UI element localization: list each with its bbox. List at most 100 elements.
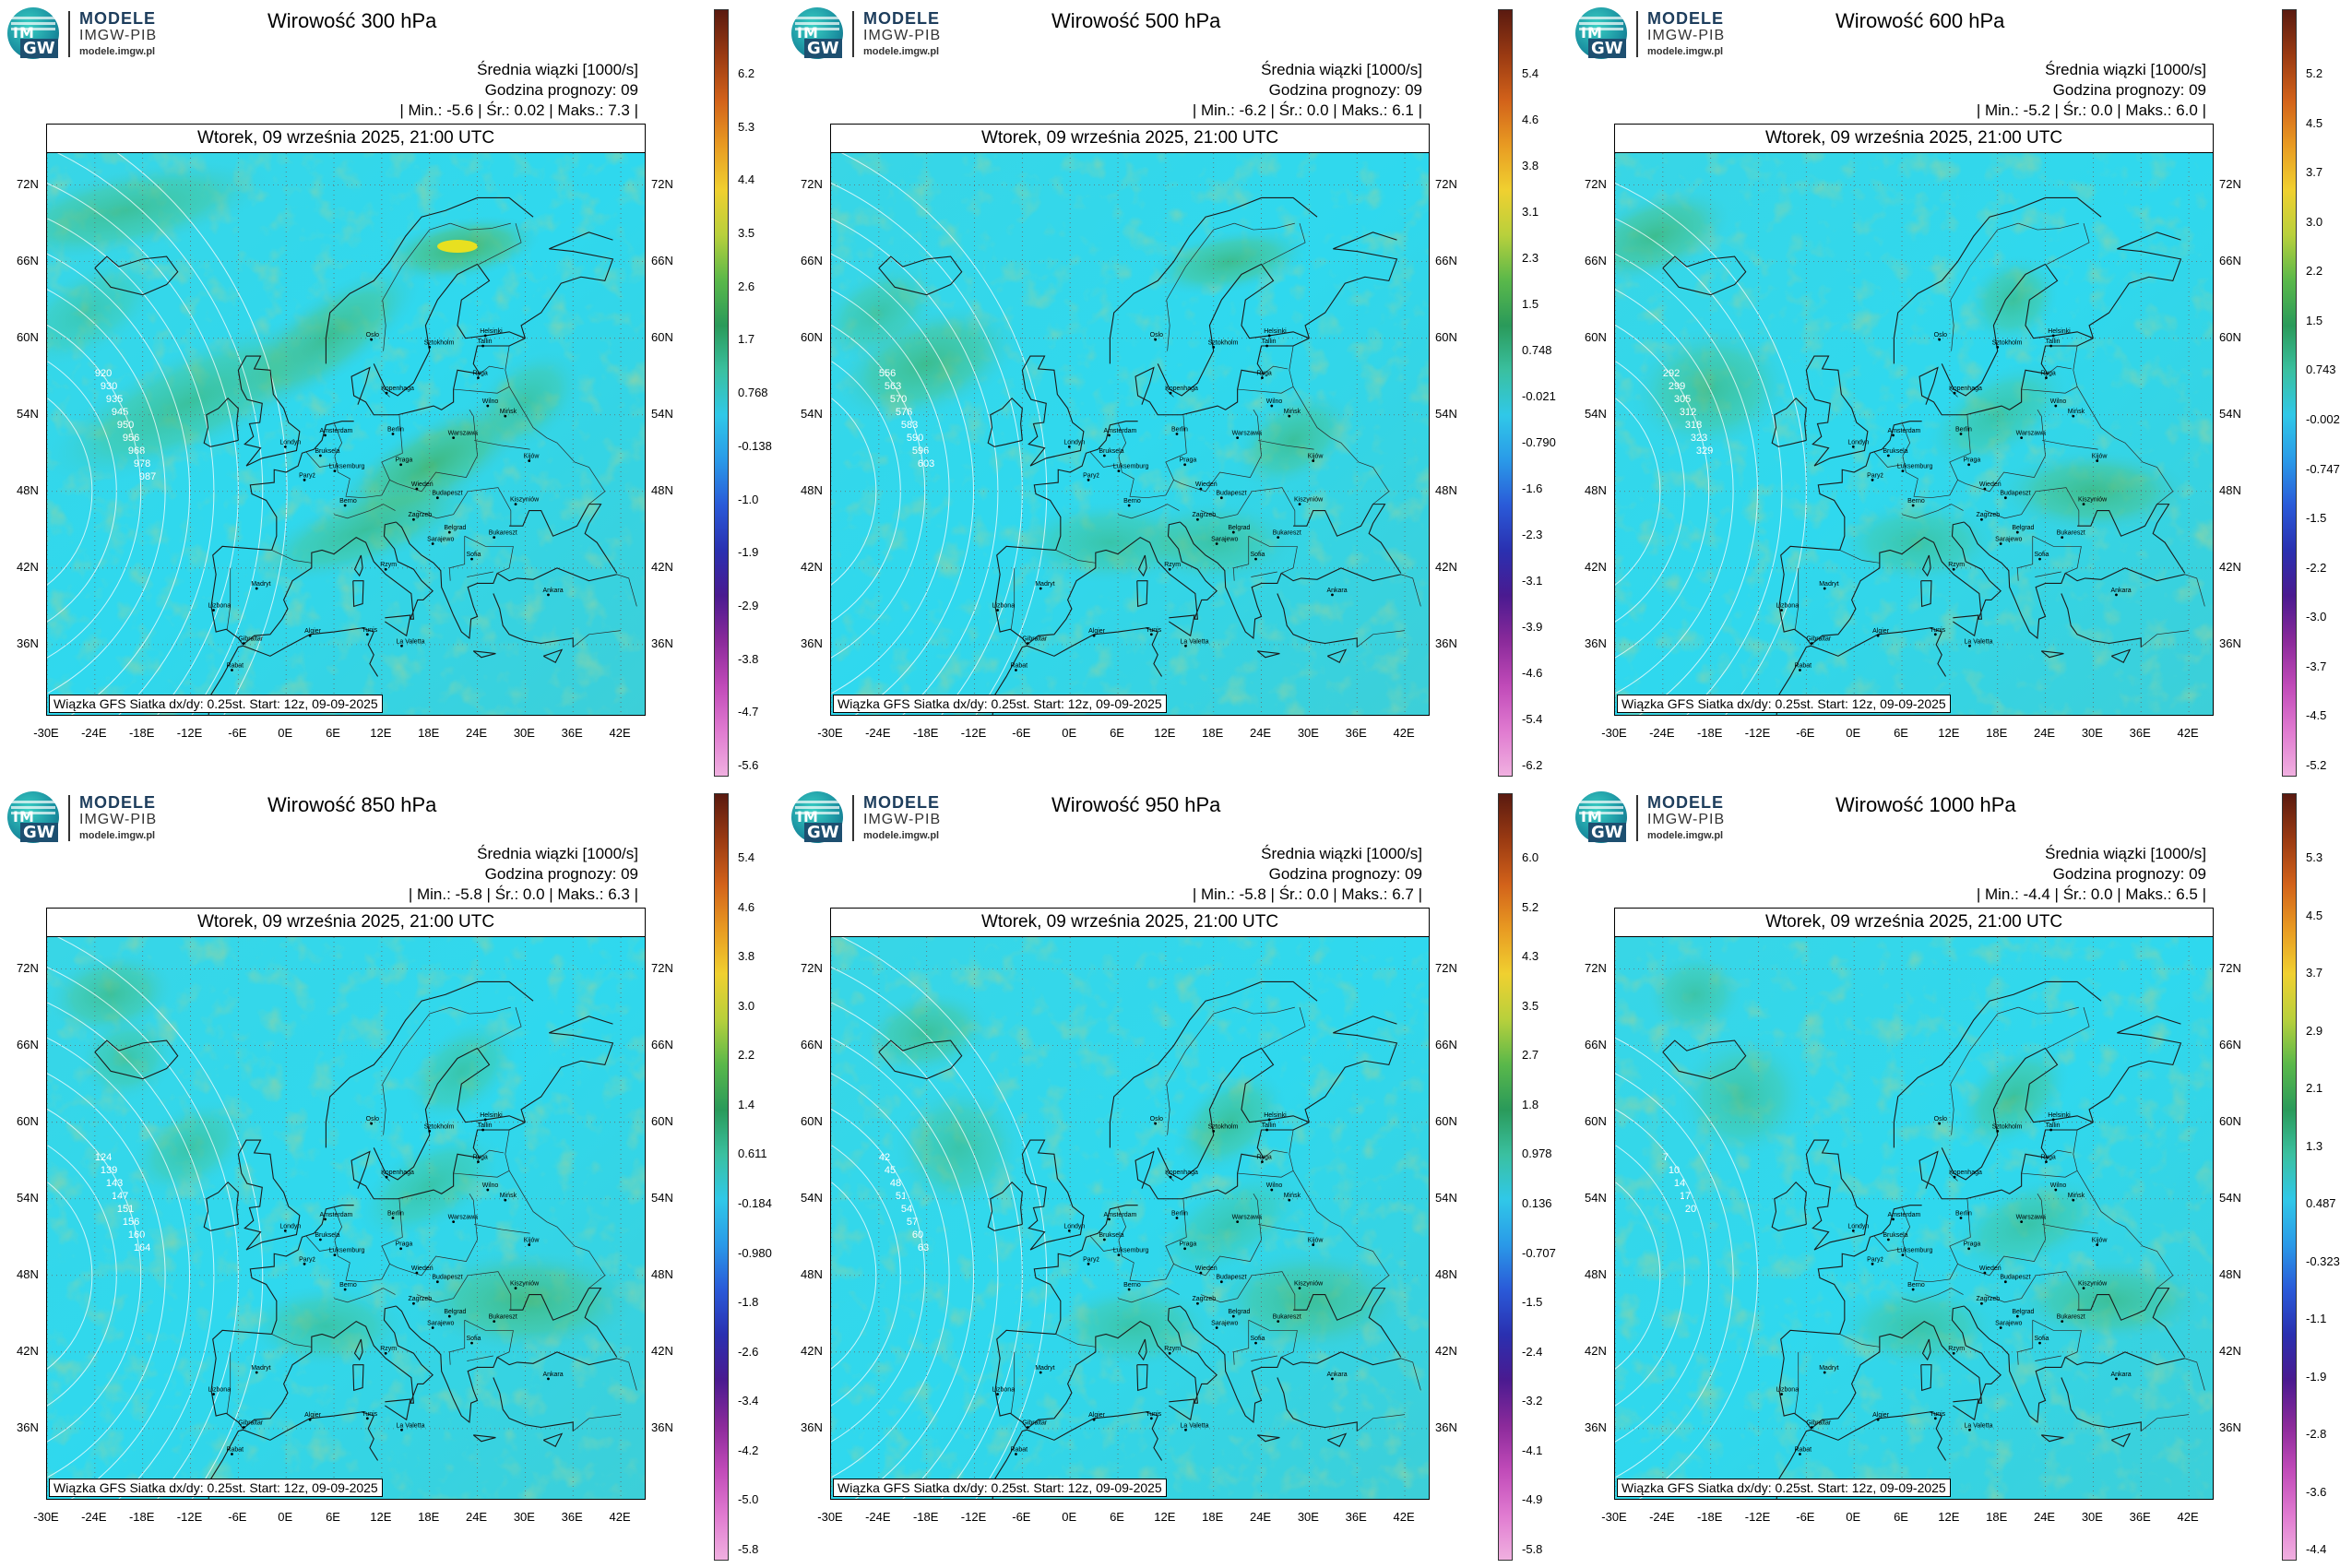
city-marker: [1892, 434, 1895, 437]
lat-tick-right: 66N: [2219, 253, 2241, 267]
min-value: -5.6: [446, 101, 474, 119]
city-label: Ankara: [2110, 588, 2131, 594]
colorbar-label: 0.748: [1522, 343, 1552, 357]
colorbar-label: 2.9: [2306, 1023, 2323, 1038]
vorticity-panel-2: IM GW MODELE IMGW-PIB modele.imgw.pl Wirowość…: [784, 0, 1568, 784]
coastline: [373, 1047, 526, 1181]
city-label: Rabat: [226, 663, 244, 670]
coastline: [352, 580, 364, 608]
country-border: [2184, 574, 2205, 607]
country-border: [1166, 222, 1235, 351]
city-marker: [1901, 1253, 1905, 1257]
city-label: Gibraltar: [1022, 1420, 1048, 1426]
lat-tick-left: 42N: [17, 559, 39, 574]
city-marker: [343, 504, 347, 507]
city-marker: [2003, 496, 2007, 500]
mean-value: 0.0: [1306, 885, 1329, 903]
city-label: Kijów: [524, 454, 540, 460]
lon-tick: 36E: [2129, 726, 2151, 740]
country-border: [1232, 1320, 1250, 1365]
city-label: Tunis: [1146, 1411, 1161, 1418]
coastline: [1920, 1364, 1932, 1392]
lat-tick-right: 42N: [2219, 1343, 2241, 1358]
city-marker: [412, 1301, 415, 1305]
coastline: [1918, 1122, 2094, 1200]
city-label: Rzym: [380, 562, 397, 568]
city-label: Luksemburg: [1897, 1248, 1933, 1254]
lon-tick: -6E: [1796, 1510, 1815, 1524]
valid-date: Wtorek, 09 września 2025, 21:00 UTC: [47, 125, 645, 153]
city-label: Rzym: [1164, 1346, 1181, 1352]
city-label: Sofia: [2035, 1336, 2049, 1342]
lat-tick-right: 54N: [651, 406, 673, 421]
contour-label: 124: [95, 1152, 112, 1163]
city-marker: [1265, 344, 1269, 348]
city-label: Tallin: [1262, 339, 1277, 345]
panel-title: Wirowość 850 hPa: [267, 793, 437, 816]
lat-tick-left: 66N: [801, 1037, 823, 1051]
city-marker: [1298, 1287, 1301, 1290]
vorticity-map[interactable]: 7 10 14 17 20 Oslo Sztokholm Helsinki Tallin Ryga…: [1615, 937, 2213, 1499]
city-marker: [2054, 404, 2058, 408]
city-marker: [243, 1426, 245, 1429]
coastline: [1134, 1122, 1310, 1200]
city-marker: [1270, 404, 1274, 408]
city-marker: [1169, 391, 1172, 395]
coastline: [352, 1364, 364, 1392]
vorticity-band: [47, 953, 174, 1037]
coastline: [1256, 650, 1280, 659]
coastline: [1953, 1398, 1979, 1421]
contour-label: 930: [101, 381, 117, 392]
vorticity-map[interactable]: 920 930 935 945 950 956 968 978 987 Oslo Sztokholm…: [47, 153, 645, 715]
coastline: [2064, 1351, 2185, 1366]
lon-tick: -24E: [1649, 726, 1675, 740]
contour-line: [831, 324, 926, 659]
vorticity-map[interactable]: 556 563 570 576 583 590 596 603 Oslo Sztokholm Hel…: [831, 153, 1429, 715]
city-label: Kijów: [1308, 454, 1324, 460]
colorbar-label: -2.9: [738, 598, 759, 612]
logo-url: modele.imgw.pl: [863, 46, 940, 57]
contour-line: [47, 324, 142, 659]
city-marker: [1183, 463, 1187, 467]
lat-tick-right: 60N: [2219, 329, 2241, 344]
country-border: [1248, 1319, 1298, 1331]
city-marker: [1996, 345, 2000, 349]
lon-tick: -6E: [228, 1510, 247, 1524]
lon-tick: 42E: [609, 1510, 631, 1524]
colorbar-label: -4.7: [738, 705, 759, 719]
lat-tick-left: 60N: [801, 1113, 823, 1128]
city-marker: [384, 1351, 387, 1355]
vorticity-band: [47, 160, 267, 261]
lat-tick-left: 36N: [801, 636, 823, 650]
colorbar-label: -0.002: [2306, 412, 2340, 426]
city-marker: [231, 669, 233, 671]
vorticity-map[interactable]: 42 45 48 51 54 57 60 63 Oslo Sztokholm Helsinki Tal…: [831, 937, 1429, 1499]
city-label: Sarajewo: [1211, 537, 1238, 543]
coastline: [520, 1016, 614, 1123]
city-label: Amsterdam: [320, 428, 353, 434]
coastline: [1920, 580, 1932, 608]
city-marker: [1901, 469, 1905, 473]
contour-label: 10: [1669, 1165, 1680, 1176]
colorbar-label: -1.1: [2306, 1312, 2327, 1325]
city-label: Sofia: [467, 1336, 481, 1342]
lon-tick: 6E: [326, 1510, 340, 1524]
city-marker: [2003, 1280, 2007, 1284]
city-marker: [504, 414, 507, 418]
city-label: Ryga: [1256, 1155, 1271, 1161]
lat-tick-right: 54N: [2219, 1190, 2241, 1205]
colorbar-label: 3.8: [1522, 159, 1539, 172]
contour-label: 968: [128, 445, 145, 457]
colorbar-label: -4.1: [1522, 1443, 1543, 1457]
lon-tick: 18E: [1986, 1510, 2008, 1524]
city-label: Londyn: [1847, 439, 1869, 445]
lat-tick-right: 72N: [2219, 960, 2241, 975]
vorticity-map[interactable]: 292 299 305 312 318 323 329 Oslo Sztokholm Helsin…: [1615, 153, 2213, 715]
vorticity-map[interactable]: 124 139 143 147 151 156 160 164 Oslo Sztokholm Hel…: [47, 937, 645, 1499]
city-marker: [483, 334, 487, 338]
city-marker: [1015, 669, 1017, 671]
lat-tick-right: 48N: [651, 1266, 673, 1281]
coastline: [2077, 1288, 2186, 1358]
lon-tick: -24E: [81, 1510, 107, 1524]
